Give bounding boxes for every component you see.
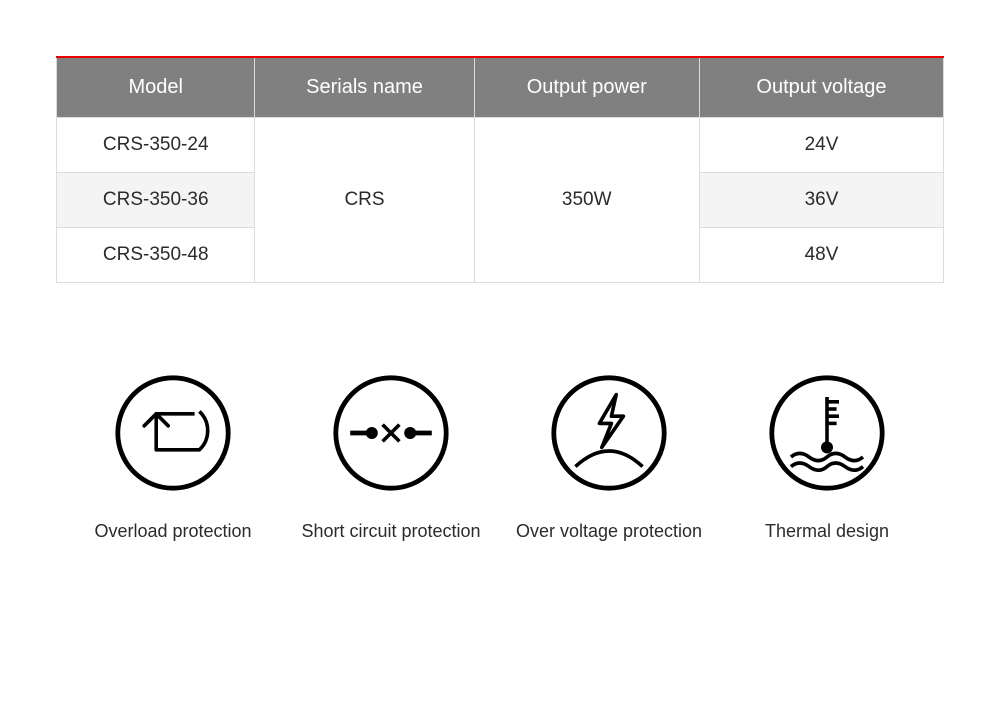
col-output-power: Output power [474, 57, 699, 118]
feature-label: Thermal design [765, 521, 889, 542]
cell-voltage: 48V [699, 228, 943, 283]
feature-label: Over voltage protection [516, 521, 702, 542]
cell-serials-name: CRS [255, 118, 474, 283]
feature-short-circuit: Short circuit protection [282, 373, 500, 542]
cell-voltage: 36V [699, 173, 943, 228]
cell-model: CRS-350-48 [57, 228, 255, 283]
cell-output-power: 350W [474, 118, 699, 283]
over-voltage-icon [549, 373, 669, 493]
cell-model: CRS-350-36 [57, 173, 255, 228]
feature-over-voltage: Over voltage protection [500, 373, 718, 542]
thermal-icon [767, 373, 887, 493]
col-output-voltage: Output voltage [699, 57, 943, 118]
cell-voltage: 24V [699, 118, 943, 173]
feature-label: Short circuit protection [301, 521, 480, 542]
feature-overload: Overload protection [64, 373, 282, 542]
col-serials-name: Serials name [255, 57, 474, 118]
features-row: Overload protection Short circuit protec… [56, 373, 944, 542]
spec-table: Model Serials name Output power Output v… [56, 56, 944, 283]
feature-thermal: Thermal design [718, 373, 936, 542]
feature-label: Overload protection [94, 521, 251, 542]
col-model: Model [57, 57, 255, 118]
table-row: CRS-350-24 CRS 350W 24V [57, 118, 944, 173]
overload-icon [113, 373, 233, 493]
short-circuit-icon [331, 373, 451, 493]
cell-model: CRS-350-24 [57, 118, 255, 173]
